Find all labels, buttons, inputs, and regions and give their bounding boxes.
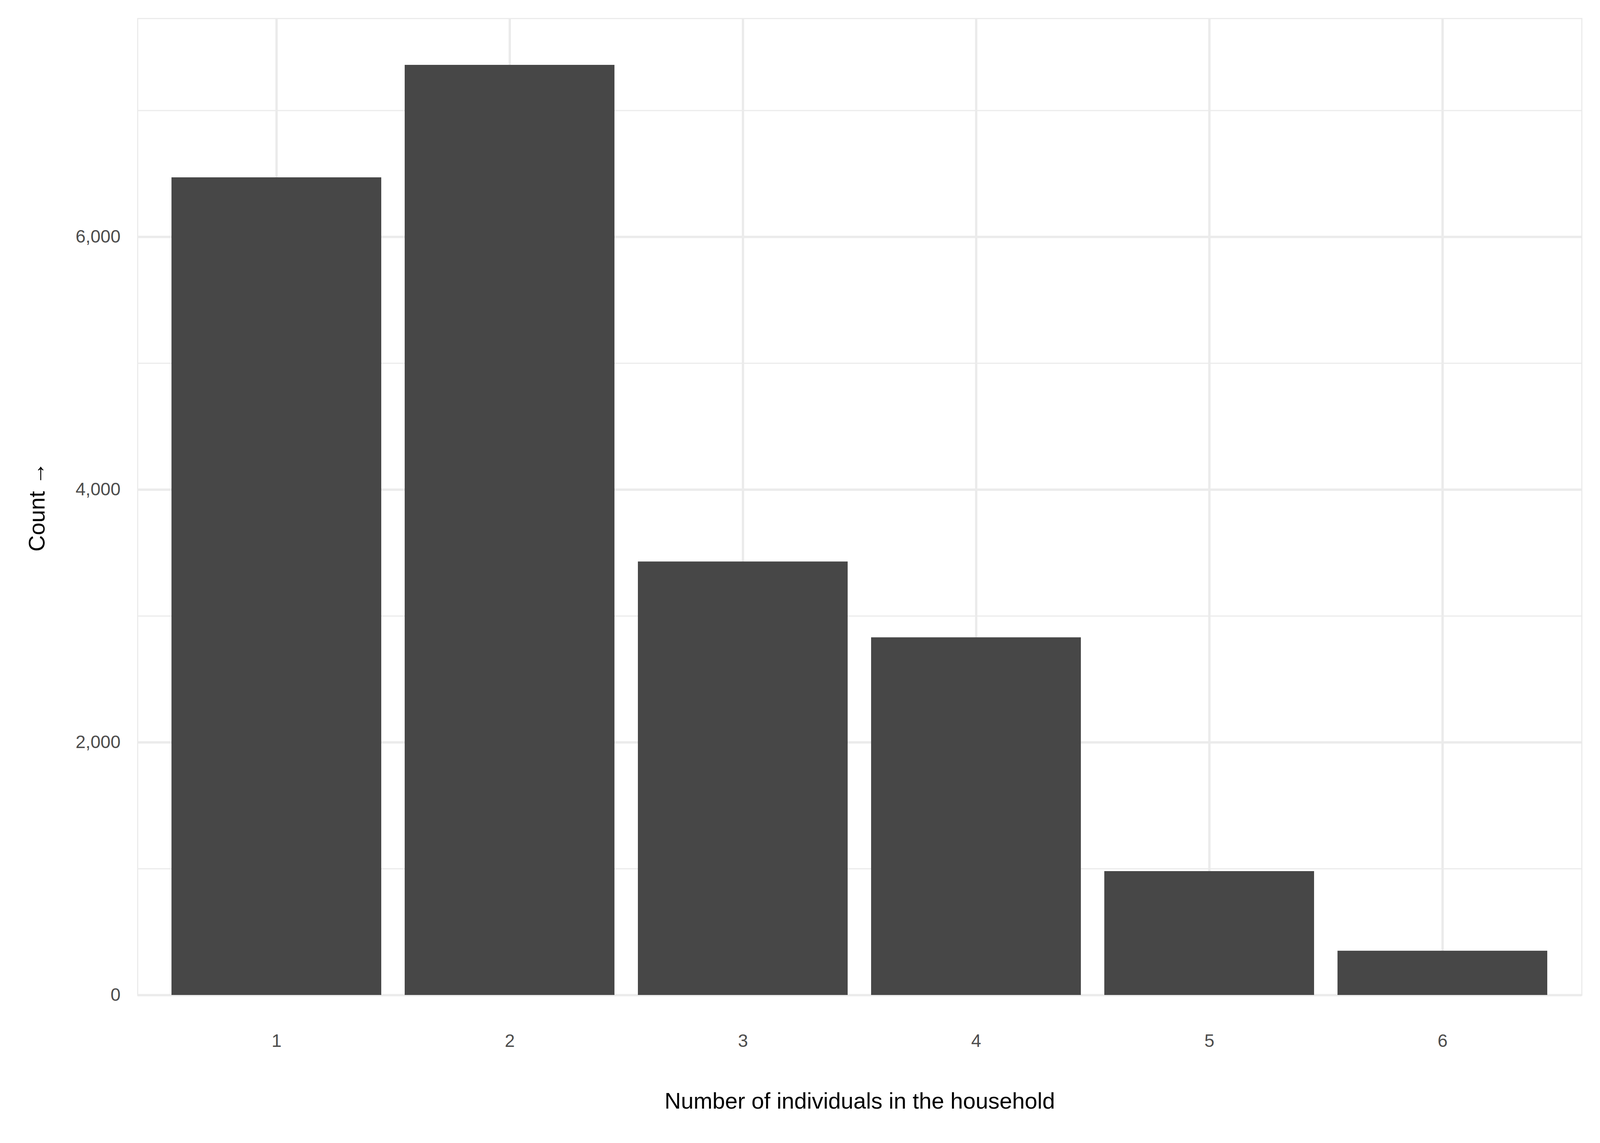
svg-text:2,000: 2,000 <box>75 731 121 752</box>
svg-text:3: 3 <box>737 1030 749 1051</box>
svg-text:4: 4 <box>971 1030 982 1051</box>
svg-text:5: 5 <box>1204 1030 1215 1051</box>
svg-text:Count →: Count → <box>23 462 50 552</box>
svg-text:6,000: 6,000 <box>75 226 121 247</box>
svg-text:Number of individuals in the h: Number of individuals in the household <box>664 1087 1056 1114</box>
svg-text:6: 6 <box>1437 1030 1448 1051</box>
svg-text:1: 1 <box>271 1030 282 1051</box>
svg-text:0: 0 <box>110 984 121 1005</box>
svg-text:4,000: 4,000 <box>75 478 121 500</box>
svg-text:2: 2 <box>504 1030 515 1051</box>
